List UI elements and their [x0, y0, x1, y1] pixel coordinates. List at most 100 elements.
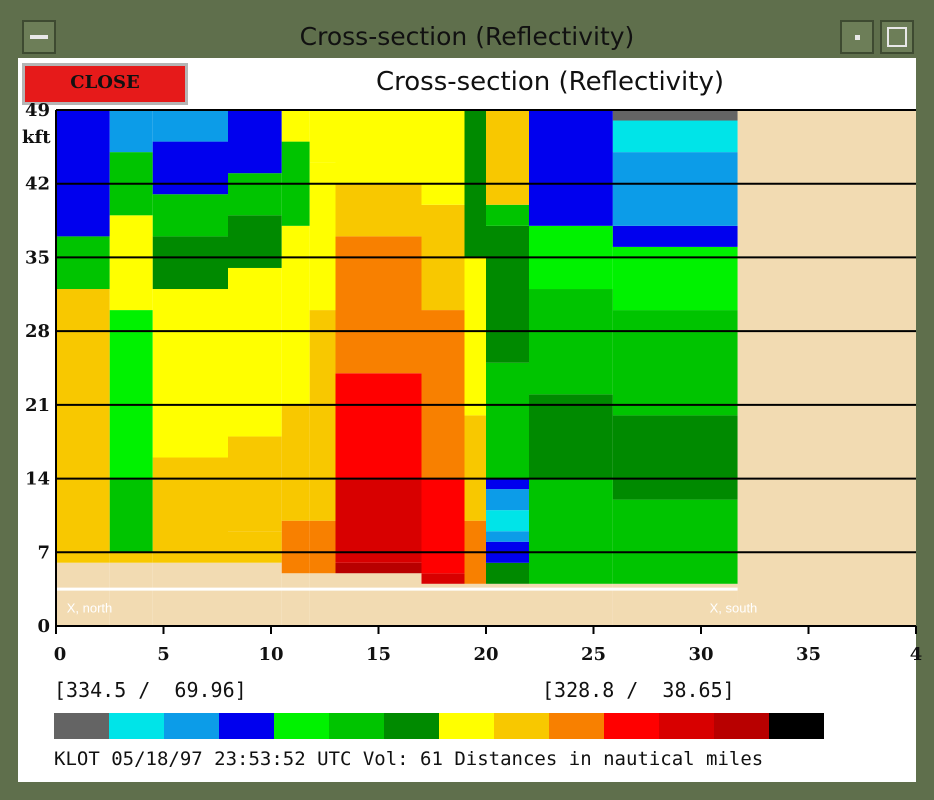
reflectivity-cell: [281, 520, 310, 574]
reflectivity-cell: [281, 404, 310, 521]
reflectivity-cell: [152, 141, 228, 195]
reflectivity-cell: [152, 236, 228, 290]
reflectivity-cell: [309, 110, 336, 163]
legend-swatch: [659, 713, 714, 739]
ground-region: [335, 573, 422, 626]
reflectivity-cell: [612, 246, 738, 311]
north-endpoint-label: X, north: [67, 600, 113, 615]
reflectivity-cell: [281, 225, 310, 405]
reflectivity-cell: [529, 110, 613, 226]
ground-region: [152, 562, 228, 626]
reflectivity-cell: [281, 110, 310, 142]
reflectivity-cell: [486, 204, 529, 226]
reflectivity-cell: [486, 225, 529, 363]
x-tick-label: 20: [473, 644, 498, 665]
south-endpoint-label: X, south: [710, 600, 758, 615]
ground-region: [309, 573, 336, 626]
x-tick-label: 15: [366, 644, 391, 665]
reflectivity-cell: [56, 110, 110, 237]
no-data-region: [737, 110, 916, 626]
reflectivity-cell: [335, 373, 422, 479]
window-border-right[interactable]: [916, 58, 934, 800]
y-tick-label: 28: [25, 321, 50, 342]
window-border-bottom[interactable]: [0, 782, 934, 800]
y-tick-label: 49: [25, 100, 50, 121]
reflectivity-cell: [152, 552, 228, 563]
ground-region: [464, 583, 486, 626]
maximize-icon: [887, 27, 907, 47]
reflectivity-cell: [421, 310, 465, 479]
ground-region: [228, 562, 282, 626]
reflectivity-cell: [109, 215, 153, 311]
legend-swatch: [714, 713, 769, 739]
reflectivity-cell: [335, 236, 422, 374]
minimize-icon: [855, 35, 860, 40]
legend-swatch: [494, 713, 549, 739]
reflectivity-cell: [335, 562, 422, 574]
plot-title: Cross-section (Reflectivity): [375, 67, 725, 97]
reflectivity-cell: [612, 152, 738, 226]
reflectivity-cell: [486, 362, 529, 479]
reflectivity-cell: [486, 562, 529, 584]
reflectivity-cell: [228, 110, 282, 174]
reflectivity-cell: [529, 289, 613, 395]
legend-swatch: [164, 713, 219, 739]
maximize-button[interactable]: [880, 20, 914, 54]
reflectivity-cell: [228, 436, 282, 532]
reflectivity-cell: [56, 236, 110, 290]
reflectivity-cell: [612, 415, 738, 500]
reflectivity-cell: [529, 478, 613, 584]
reflectivity-cell: [335, 478, 422, 563]
x-tick-label: 10: [258, 644, 283, 665]
legend-swatch: [384, 713, 439, 739]
x-tick-label: 0: [54, 644, 67, 665]
reflectivity-cell: [486, 110, 529, 205]
ground-region: [109, 562, 153, 626]
ground-region: [529, 583, 613, 626]
reflectivity-cell: [152, 194, 228, 237]
ground-region: [486, 583, 529, 626]
south-endpoint-coordinates: [328.8 / 38.65]: [542, 678, 735, 702]
minimize-button[interactable]: [840, 20, 874, 54]
north-endpoint-coordinates: [334.5 / 69.96]: [54, 678, 247, 702]
reflectivity-cell: [228, 215, 282, 268]
x-tick-label: 30: [688, 644, 713, 665]
legend-swatch: [439, 713, 494, 739]
ground-region: [421, 583, 465, 626]
reflectivity-cell: [309, 310, 336, 521]
reflectivity-cell: [486, 531, 529, 542]
reflectivity-cell: [464, 257, 486, 416]
y-tick-label: 7: [37, 542, 50, 563]
x-tick-label: 25: [581, 644, 606, 665]
x-tick-label: 5: [157, 644, 170, 665]
reflectivity-cell: [335, 110, 422, 184]
reflectivity-cell: [486, 510, 529, 532]
y-tick-label: 21: [25, 395, 50, 416]
reflectivity-cell: [109, 552, 153, 563]
reflectivity-cell: [529, 394, 613, 479]
window-border-left[interactable]: [0, 58, 18, 800]
y-tick-label: 42: [25, 174, 50, 195]
legend-swatch: [54, 713, 109, 739]
x-tick-label: 4: [910, 644, 923, 665]
y-tick-label: 14: [25, 469, 50, 490]
legend-swatch: [109, 713, 164, 739]
window-menu-button[interactable]: [22, 20, 56, 54]
x-tick-label: 35: [796, 644, 821, 665]
reflectivity-cell: [612, 499, 738, 584]
reflectivity-cell: [228, 531, 282, 563]
y-tick-label: 35: [25, 247, 50, 268]
reflectivity-cell: [109, 310, 153, 479]
legend-swatch: [219, 713, 274, 739]
minus-icon: [30, 35, 48, 39]
legend-swatch: [329, 713, 384, 739]
reflectivity-cell: [228, 267, 282, 437]
reflectivity-cell: [421, 478, 465, 574]
window-titlebar[interactable]: [0, 0, 934, 58]
reflectivity-cell: [612, 110, 738, 121]
reflectivity-cell: [152, 457, 228, 553]
reflectivity-cell: [612, 120, 738, 153]
reflectivity-cell: [309, 162, 336, 311]
close-button[interactable]: CLOSE: [22, 63, 188, 105]
reflectivity-cell: [152, 289, 228, 458]
